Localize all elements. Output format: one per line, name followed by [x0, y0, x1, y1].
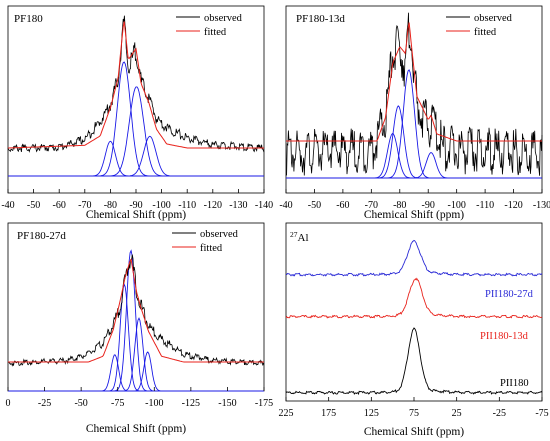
spectrum-pii180: [285, 327, 543, 396]
series-label-pii180: PII180: [500, 378, 529, 389]
legend-label-observed: observed: [474, 13, 513, 24]
plot-area: [7, 15, 265, 177]
x-tick-label: 75: [409, 408, 419, 419]
spectrum-labels: PII180-27d PII180-13d PII180: [480, 289, 534, 389]
legend: observed fitted: [446, 13, 513, 38]
x-tick-label: -50: [308, 200, 321, 211]
legend: observed fitted: [176, 13, 243, 38]
legend-label-fitted: fitted: [474, 27, 497, 38]
x-tick-label: 175: [321, 408, 336, 419]
x-tick-label: -70: [365, 200, 378, 211]
x-tick-label: 25: [452, 408, 462, 419]
x-tick-label: -80: [393, 200, 406, 211]
observed-line: [7, 15, 265, 153]
fitted-line: [8, 258, 264, 363]
series-label-pii180-27d: PII180-27d: [485, 289, 534, 300]
x-axis-label: Chemical Shift (ppm): [86, 209, 186, 221]
series-label-pii180-13d: PII180-13d: [480, 331, 529, 342]
x-tick-label: 0: [6, 398, 11, 409]
panel-pf180-13d: PF180-13d observed fitted -40 -50 -60 -70 -8…: [279, 5, 550, 221]
x-tick-label: -150: [218, 398, 236, 409]
component-peak-5: [8, 351, 264, 392]
x-ticks: -40 -50 -60 -70 -80 -90 -100 -110 -120 -130: [279, 189, 550, 211]
x-tick-label: -100: [152, 200, 170, 211]
x-ticks: -40 -50 -60 -70 -80 -90 -100 -110 -120 -130 -140: [1, 189, 273, 211]
panel-pf180: PF180 observed fitted -40 -50 -60 -70 -80 -90…: [1, 5, 273, 221]
panel-title: PF180-27d: [17, 230, 66, 242]
x-tick-label: -125: [182, 398, 200, 409]
spectrum-pii180-27d: [286, 239, 543, 277]
plot-frame: [285, 5, 543, 194]
x-tick-label: -90: [129, 200, 142, 211]
legend: observed fitted: [172, 229, 239, 254]
x-tick-label: -100: [145, 398, 163, 409]
plot-area: [285, 12, 543, 179]
x-tick-label: -60: [53, 200, 66, 211]
x-tick-label: -175: [255, 398, 273, 409]
x-tick-label: -40: [1, 200, 14, 211]
panel-title: PF180-13d: [296, 13, 345, 25]
x-tick-label: -25: [493, 408, 506, 419]
x-tick-label: -130: [533, 200, 550, 211]
legend-label-fitted: fitted: [200, 243, 223, 254]
panel-title: PF180: [14, 13, 43, 25]
x-tick-label: -50: [74, 398, 87, 409]
x-tick-label: -80: [104, 200, 117, 211]
x-axis-label: Chemical Shift (ppm): [86, 423, 186, 435]
x-tick-label: 225: [279, 408, 294, 419]
x-tick-label: -70: [78, 200, 91, 211]
x-tick-label: -110: [178, 200, 196, 211]
x-tick-label: -75: [111, 398, 124, 409]
x-ticks: 0 -25 -50 -75 -100 -125 -150 -175: [6, 387, 273, 409]
title-element: Al: [298, 232, 309, 244]
panel-title: 27Al: [290, 230, 309, 244]
x-tick-label: -50: [27, 200, 40, 211]
panel-pf180-27d: PF180-27d observed fitted 0 -25 -50 -75 -100…: [6, 222, 273, 435]
legend-label-fitted: fitted: [204, 27, 227, 38]
plot-area: [7, 249, 265, 392]
x-tick-label: -100: [447, 200, 465, 211]
panel-27al: 27Al PII180-27d PII180-13d PII180 225 175…: [279, 222, 549, 438]
x-tick-label: -75: [535, 408, 548, 419]
fitted-line: [8, 21, 264, 149]
title-superscript: 27: [290, 230, 298, 239]
x-tick-label: -90: [422, 200, 435, 211]
x-axis-label: Chemical Shift (ppm): [364, 426, 464, 438]
x-tick-label: -40: [279, 200, 292, 211]
x-ticks: 225 175 125 75 25 -25 -75: [279, 397, 549, 419]
x-axis-label: Chemical Shift (ppm): [364, 209, 464, 221]
x-tick-label: -130: [229, 200, 247, 211]
x-tick-label: 125: [364, 408, 379, 419]
fitted-line: [286, 22, 542, 142]
legend-label-observed: observed: [200, 229, 239, 240]
x-tick-label: -110: [476, 200, 494, 211]
x-tick-label: -120: [504, 200, 522, 211]
x-tick-label: -60: [336, 200, 349, 211]
x-tick-label: -25: [38, 398, 51, 409]
component-peak-4: [286, 152, 542, 179]
legend-label-observed: observed: [204, 13, 243, 24]
component-peak-4: [8, 135, 264, 177]
x-tick-label: -120: [204, 200, 222, 211]
x-tick-label: -140: [255, 200, 273, 211]
spectrum-pii180-13d: [285, 277, 543, 319]
plot-area: [285, 239, 543, 396]
